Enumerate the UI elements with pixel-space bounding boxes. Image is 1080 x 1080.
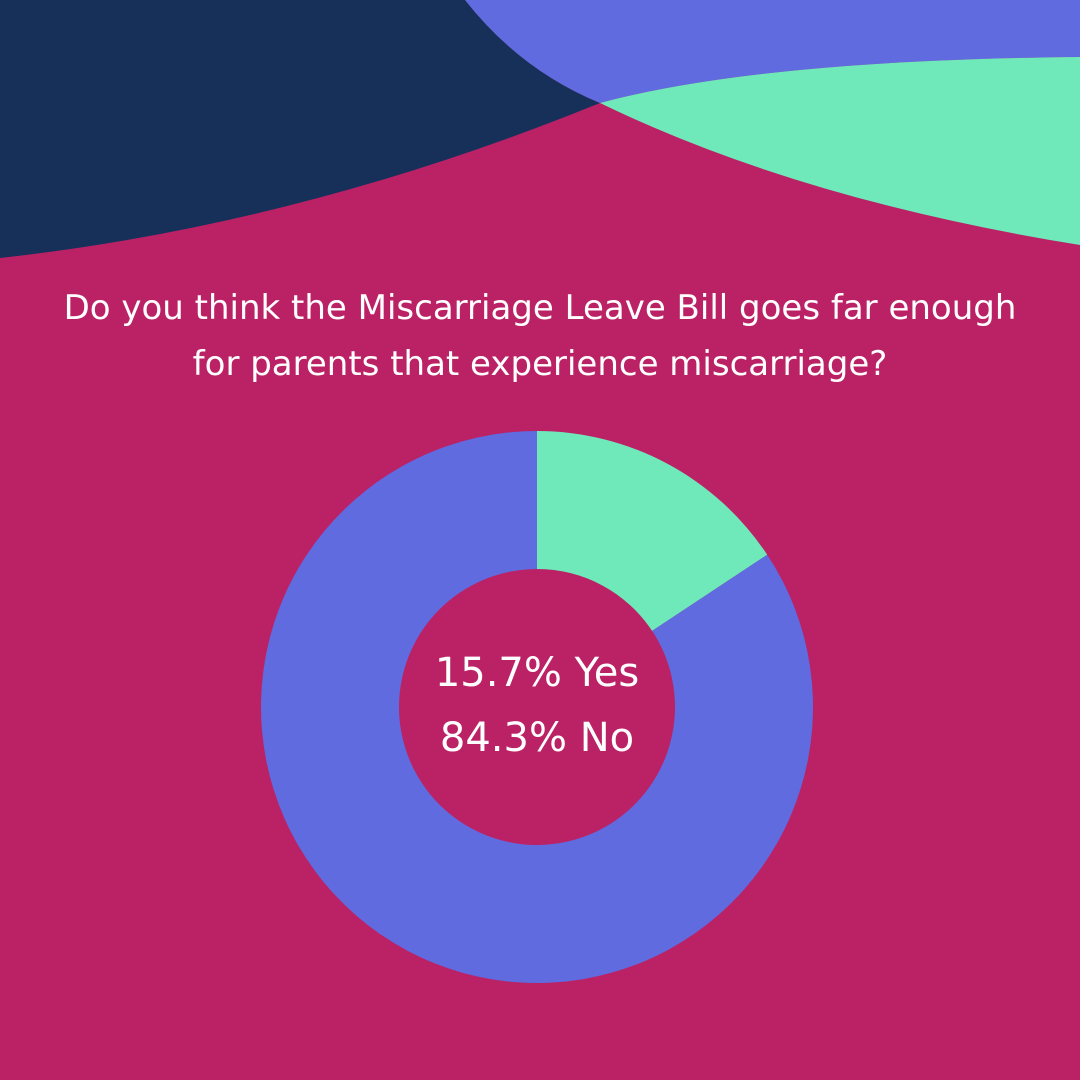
donut-slice — [537, 431, 768, 631]
chart-title: Do you think the Miscarriage Leave Bill … — [63, 288, 1017, 384]
data-label: 84.3% No — [440, 715, 634, 761]
decor-navy — [0, 0, 600, 258]
donut-slice — [261, 431, 814, 983]
decor-blue — [465, 0, 1080, 103]
data-label: 15.7% Yes — [435, 650, 639, 696]
decor-mint — [600, 57, 1080, 245]
